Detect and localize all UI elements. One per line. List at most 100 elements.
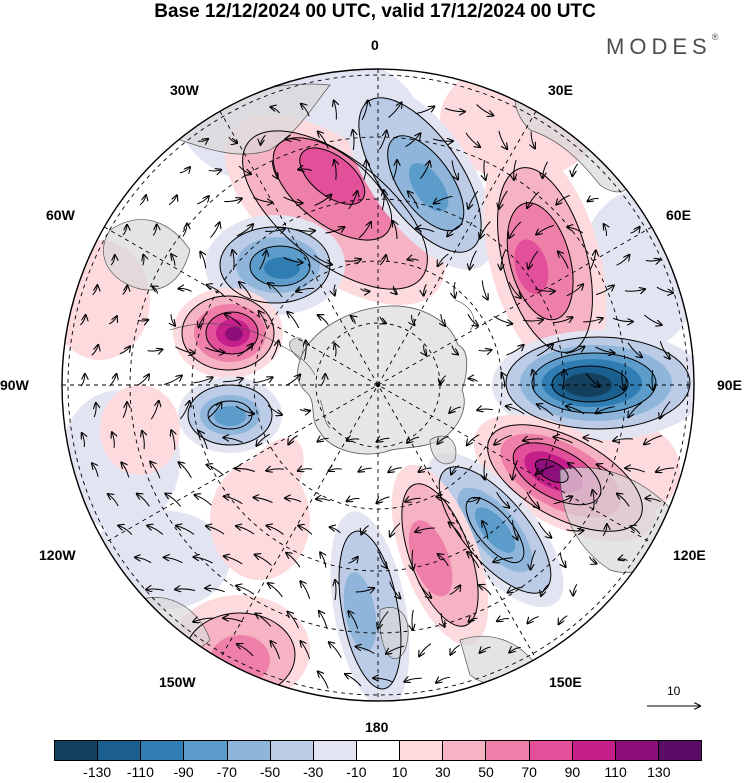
wind-arrow (480, 221, 491, 239)
wind-arrow (175, 589, 196, 591)
wind-arrow (656, 468, 675, 472)
wind-arrow (236, 526, 255, 535)
wind-arrow (659, 341, 670, 359)
wind-arrow (404, 678, 422, 681)
wind-arrow (645, 260, 660, 262)
wind-arrow (622, 369, 624, 390)
wind-arrow (405, 498, 421, 502)
colorbar-segment (529, 741, 573, 760)
wind-arrow (150, 401, 158, 420)
colorbar-tick-label: -130 (83, 764, 112, 780)
wind-arrow (386, 645, 405, 654)
wind-arrow (265, 229, 285, 232)
colorbar-tick-label: 10 (391, 764, 408, 780)
wind-arrow (481, 280, 488, 299)
reference-vector-label: 10 (667, 684, 681, 698)
wind-arrow (298, 526, 313, 535)
wind-arrow (351, 316, 356, 325)
wind-arrow (537, 404, 554, 417)
wind-arrow (585, 372, 599, 387)
wind-arrow (477, 409, 493, 410)
colorbar-segment (572, 741, 616, 760)
wind-arrow (197, 139, 208, 141)
wind-arrow (541, 583, 550, 596)
wind-arrow (465, 132, 480, 147)
wind-arrow (531, 131, 535, 149)
wind-arrow (272, 161, 277, 179)
wind-arrow (382, 190, 384, 211)
wind-arrow (450, 644, 460, 655)
wind-arrow (593, 490, 595, 511)
wind-arrow (388, 102, 402, 118)
wind-arrow (329, 642, 342, 659)
wind-arrow (193, 377, 212, 384)
wind-arrow (205, 588, 225, 593)
wind-arrow (285, 498, 302, 503)
wind-arrow (194, 557, 213, 564)
wind-arrow (179, 462, 192, 478)
wind-arrow (82, 433, 85, 448)
wind-arrow (388, 468, 402, 472)
wind-arrow (380, 316, 386, 324)
wind-arrow (468, 190, 479, 209)
colorbar-tick-label: -110 (126, 764, 154, 780)
wind-arrow (325, 227, 345, 234)
colorbar-tick-label: 90 (564, 764, 581, 780)
wind-arrow (171, 314, 175, 325)
colorbar-segment (98, 741, 142, 760)
colorbar-segment (270, 741, 314, 760)
lon-label-30w: 30W (170, 82, 199, 98)
wind-arrow (493, 315, 513, 324)
wind-arrow (536, 224, 555, 234)
wind-arrow (294, 229, 315, 231)
wind-arrow (267, 404, 282, 415)
lon-label-120w: 120W (39, 547, 76, 563)
wind-arrow (565, 347, 585, 354)
wind-arrow (597, 464, 614, 476)
wind-arrow (286, 553, 301, 568)
wind-arrow (318, 672, 329, 689)
wind-arrow (206, 526, 225, 535)
wind-arrow (301, 104, 310, 117)
wind-arrow (176, 526, 195, 535)
wind-arrow (348, 611, 359, 629)
wind-arrow (469, 618, 478, 621)
wind-arrow (656, 286, 673, 293)
wind-arrow (523, 439, 544, 441)
wind-arrow (527, 191, 540, 208)
wind-arrow (152, 286, 157, 294)
colorbar-ticks: -130 -110 -90 -70 -50 -30 -10 10 30 50 70 90 110 130 (54, 764, 702, 782)
wind-arrow (347, 499, 360, 502)
wind-arrow (300, 581, 311, 599)
wind-arrow (136, 374, 149, 387)
wind-arrow (334, 284, 335, 296)
wind-arrow (452, 345, 458, 355)
lon-label-120e: 120E (673, 547, 706, 563)
wind-arrow (451, 465, 460, 475)
wind-arrow (207, 285, 224, 296)
wind-arrow (424, 284, 427, 295)
wind-arrow (223, 438, 243, 443)
wind-arrow (508, 281, 521, 298)
wind-arrow (424, 344, 427, 356)
colorbar-tick-label: -50 (259, 764, 281, 780)
wind-arrow (583, 318, 603, 322)
colorbar-tick-label: 50 (478, 764, 494, 780)
wind-arrow (255, 555, 272, 566)
colorbar-tick-label: -30 (303, 764, 324, 780)
wind-arrow (253, 377, 272, 384)
wind-arrow (554, 437, 573, 444)
wind-arrow (441, 613, 445, 627)
wind-arrow (256, 433, 270, 446)
wind-arrow (288, 435, 298, 445)
wind-arrow (360, 289, 369, 292)
wind-arrow (412, 609, 413, 630)
wind-arrow (224, 496, 243, 505)
wind-arrow (506, 345, 523, 356)
wind-arrow (434, 195, 453, 203)
wind-arrow (497, 619, 510, 622)
wind-arrow (210, 222, 219, 239)
wind-arrow (179, 289, 192, 292)
wind-arrow (418, 581, 432, 598)
